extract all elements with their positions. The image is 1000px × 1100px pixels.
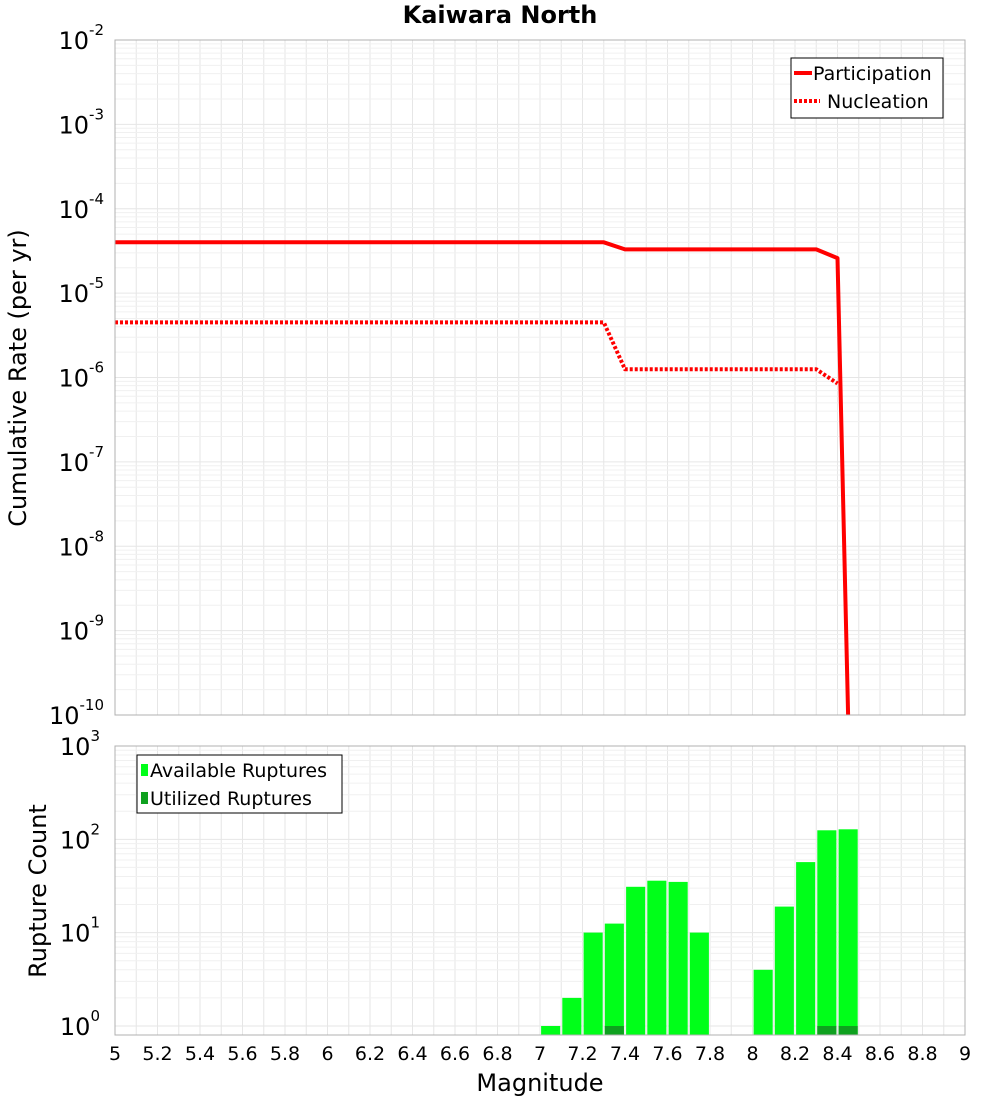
bar-available-ruptures [562,997,582,1035]
y-tick-label: 10-3 [58,105,104,139]
top-legend: Participation Nucleation [790,57,944,119]
bottom-plot-bars [541,829,858,1035]
x-tick-label: 8 [746,1043,758,1065]
bar-available-ruptures [626,886,646,1035]
x-tick-label: 5.6 [227,1043,257,1065]
x-tick-label: 7.4 [610,1043,640,1065]
legend-label-participation: Participation [813,63,932,85]
y-tick-label: 10-4 [58,190,104,224]
y-tick-label: 10-6 [58,359,104,393]
x-tick-label: 8.6 [865,1043,895,1065]
x-tick-label: 8.4 [822,1043,852,1065]
top-plot-grid [114,40,966,716]
x-tick-label: 7 [534,1043,546,1065]
chart-title: Kaiwara North [403,1,598,29]
y-tick-label: 10-2 [58,21,104,55]
x-tick-label: 6.4 [397,1043,427,1065]
y-tick-label: 10-9 [58,612,104,646]
bar-available-ruptures [583,932,603,1035]
x-tick-label: 6.8 [482,1043,512,1065]
x-ticks: 5 5.2 5.4 5.6 5.8 6 6.2 6.4 6.6 6.8 7 7.2 7.4 7.6 7.8 8… [109,1043,971,1065]
y-tick-label: 10-7 [58,443,104,477]
x-tick-label: 9 [959,1043,971,1065]
bottom-legend-box [136,754,343,814]
top-plot-frame [114,39,966,716]
y-tick-label: 100 [60,1007,100,1041]
x-tick-label: 6.2 [355,1043,385,1065]
y-tick-label: 10-8 [58,527,104,561]
x-tick-label: 6.6 [440,1043,470,1065]
y-tick-label: 102 [60,820,100,854]
bar-available-ruptures [668,881,688,1035]
bar-available-ruptures [817,830,837,1035]
legend-swatch-available-ruptures [141,764,148,776]
top-legend-box [790,57,944,119]
x-tick-label: 7.8 [695,1043,725,1065]
x-tick-label: 5 [109,1043,121,1065]
bar-available-ruptures [774,906,794,1035]
bar-available-ruptures [604,923,624,1035]
bar-available-ruptures [689,932,709,1035]
x-axis-label: Magnitude [476,1069,603,1097]
bottom-y-axis-label: Rupture Count [24,804,52,978]
series-line-participation [115,240,851,716]
bottom-legend: Available Ruptures Utilized Ruptures [136,754,343,814]
bar-available-ruptures [647,880,667,1035]
bar-utilized-ruptures [817,1026,837,1035]
x-tick-label: 8.2 [780,1043,810,1065]
bottom-plot-frame [114,745,966,1036]
y-tick-label: 10-10 [49,696,104,730]
x-tick-label: 5.2 [142,1043,172,1065]
bar-utilized-ruptures [838,1026,858,1035]
x-tick-label: 6 [321,1043,333,1065]
x-tick-label: 7.2 [567,1043,597,1065]
top-y-axis-label: Cumulative Rate (per yr) [4,229,32,527]
y-tick-label: 101 [60,914,100,948]
bar-available-ruptures [838,829,858,1035]
bar-utilized-ruptures [604,1026,624,1035]
legend-label-available-ruptures: Available Ruptures [150,760,327,782]
x-tick-label: 7.6 [652,1043,682,1065]
bar-available-ruptures [541,1026,561,1035]
legend-label-nucleation: Nucleation [827,91,929,113]
legend-swatch-utilized-ruptures [141,792,148,804]
bar-available-ruptures [753,969,773,1035]
x-tick-label: 8.8 [907,1043,937,1065]
bar-available-ruptures [796,862,816,1035]
y-tick-label: 10-5 [58,274,104,308]
bottom-y-ticks: 100 101 102 103 [60,727,100,1041]
y-tick-label: 103 [60,727,100,761]
top-y-ticks: 10-2 10-3 10-4 10-5 10-6 10-7 10-8 10-9 10-10 [49,21,104,730]
x-tick-label: 5.8 [270,1043,300,1065]
x-tick-label: 5.4 [185,1043,215,1065]
legend-label-utilized-ruptures: Utilized Ruptures [150,788,312,810]
